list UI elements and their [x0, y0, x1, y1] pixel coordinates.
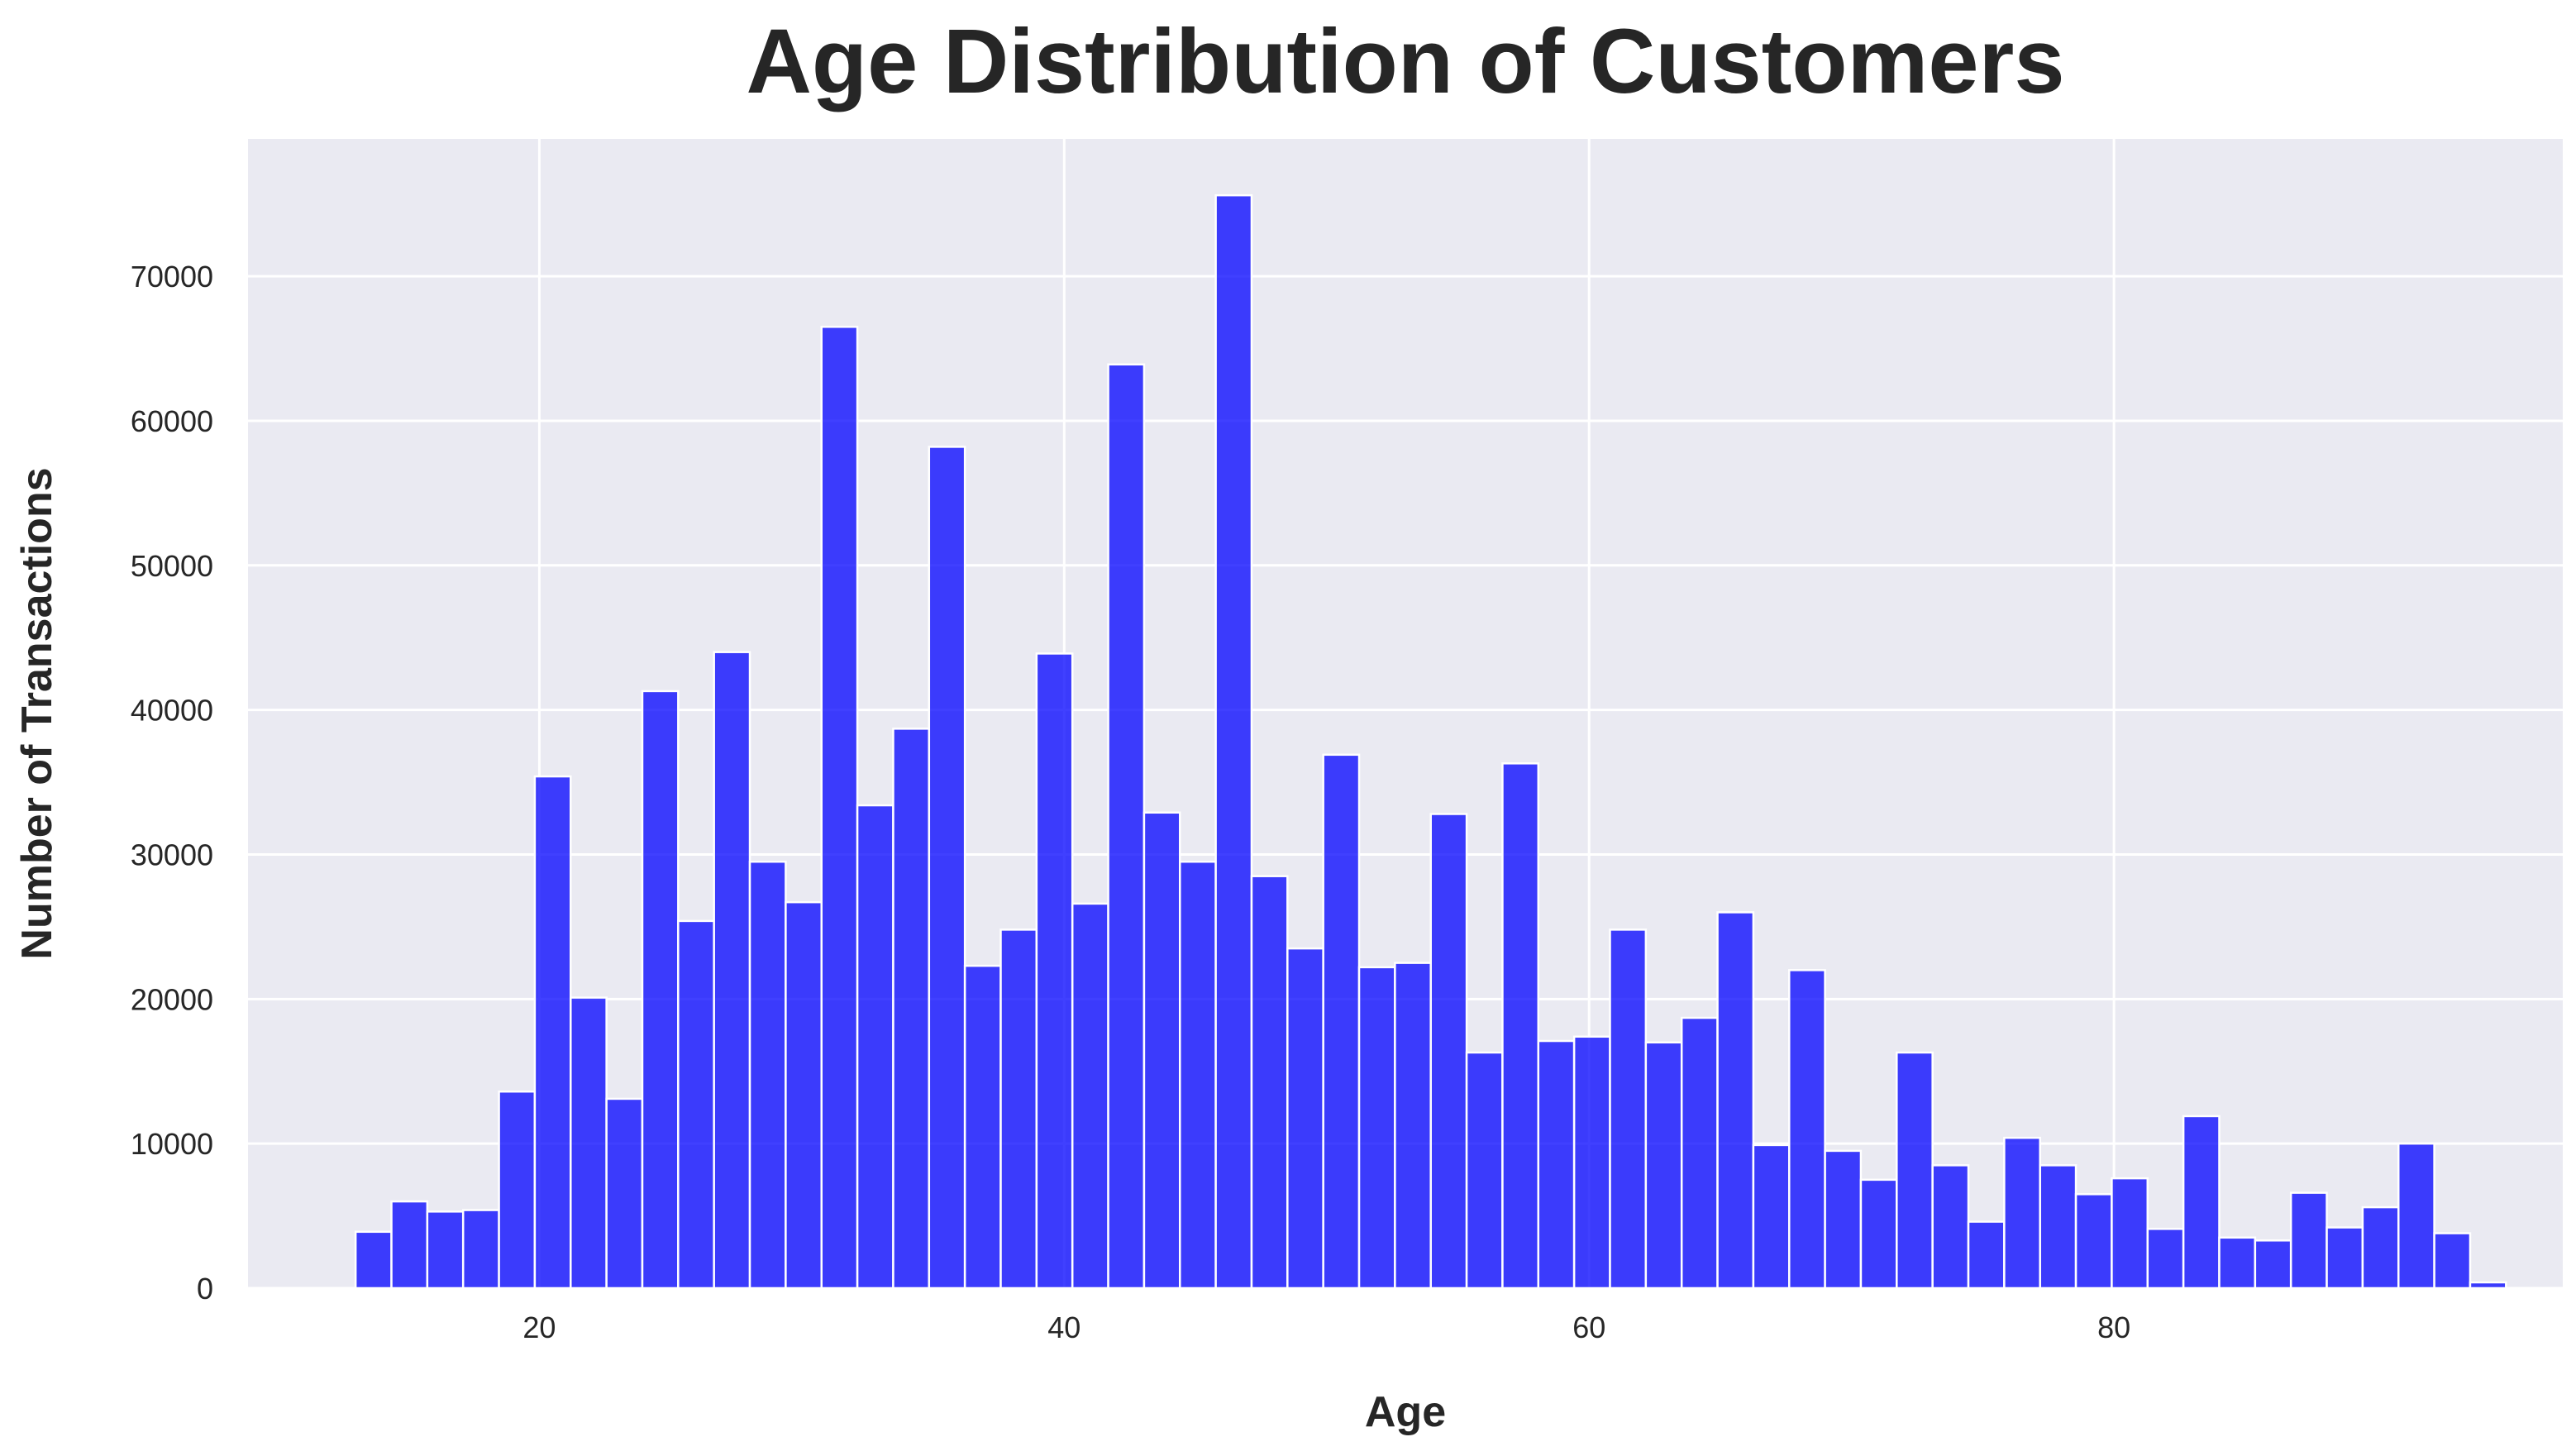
- histogram-bar: [2003, 1136, 2041, 1290]
- histogram-bar: [1286, 947, 1324, 1290]
- y-tick-label: 60000: [131, 404, 213, 438]
- histogram-bar: [963, 964, 1002, 1290]
- x-tick-label: 40: [1047, 1310, 1080, 1344]
- histogram-bar: [461, 1209, 500, 1290]
- y-tick-label: 70000: [131, 260, 213, 294]
- histogram-bar: [1465, 1051, 1504, 1290]
- histogram-bar: [2182, 1115, 2221, 1290]
- histogram-bar: [785, 900, 823, 1290]
- histogram-bar: [2074, 1193, 2113, 1290]
- histogram-bar: [2146, 1228, 2185, 1290]
- x-tick-label: 20: [522, 1310, 556, 1344]
- histogram-bar: [2326, 1226, 2364, 1290]
- x-tick-label: 60: [1572, 1310, 1605, 1344]
- histogram-bar: [2218, 1236, 2257, 1290]
- histogram-bars: [354, 193, 2507, 1290]
- histogram-bar: [2469, 1281, 2507, 1290]
- histogram-bar: [999, 928, 1038, 1290]
- histogram-bar: [1859, 1178, 1898, 1290]
- histogram-bar: [1357, 966, 1396, 1290]
- chart-title: Age Distribution of Customers: [746, 11, 2064, 112]
- histogram-bar: [1214, 193, 1253, 1290]
- histogram-bar: [1322, 753, 1361, 1290]
- y-axis-label: Number of Transactions: [13, 467, 61, 959]
- histogram-bar: [1752, 1143, 1791, 1290]
- histogram-bar: [2111, 1177, 2149, 1290]
- histogram-bar: [354, 1230, 393, 1290]
- histogram-bar: [928, 446, 966, 1290]
- histogram-bar: [2039, 1164, 2077, 1290]
- y-tick-label: 40000: [131, 694, 213, 728]
- x-axis-label: Age: [1365, 1388, 1446, 1436]
- histogram-bar: [390, 1200, 429, 1290]
- y-tick-label: 50000: [131, 549, 213, 583]
- histogram-bar: [1788, 969, 1826, 1290]
- histogram-bar: [1572, 1035, 1611, 1290]
- histogram-bar: [1644, 1041, 1683, 1290]
- histogram-bar: [2289, 1191, 2328, 1290]
- histogram-bar: [748, 860, 787, 1290]
- histogram-bar: [1143, 811, 1181, 1290]
- y-tick-label: 0: [197, 1272, 213, 1306]
- histogram-bar: [2254, 1239, 2292, 1290]
- histogram-bar: [1537, 1039, 1576, 1290]
- histogram-bar: [605, 1097, 644, 1290]
- histogram-bar: [1429, 813, 1468, 1290]
- histogram-bar: [1680, 1016, 1719, 1290]
- histogram-bar: [2433, 1232, 2472, 1290]
- histogram-bar: [570, 996, 608, 1290]
- histogram-bar: [1896, 1051, 1934, 1290]
- histogram-bar: [892, 728, 931, 1290]
- histogram-bar: [1609, 928, 1648, 1290]
- histogram-bar: [533, 775, 572, 1290]
- histogram-bar: [1394, 962, 1432, 1290]
- x-tick-labels: 20 40 60 80: [522, 1310, 2130, 1344]
- histogram-bar: [856, 804, 894, 1290]
- histogram-bar: [677, 919, 715, 1290]
- histogram-bar: [1931, 1164, 1970, 1290]
- histogram-bar: [498, 1090, 537, 1290]
- histogram-bar: [641, 690, 680, 1290]
- histogram-bar: [1967, 1220, 2006, 1290]
- histogram-bar: [2361, 1205, 2400, 1290]
- histogram-bar: [1501, 762, 1540, 1290]
- y-tick-label: 20000: [131, 982, 213, 1016]
- histogram-bar: [426, 1210, 465, 1290]
- y-tick-label: 30000: [131, 838, 213, 871]
- histogram-bar: [1824, 1149, 1863, 1290]
- histogram-bar: [1107, 363, 1146, 1290]
- histogram-bar: [2397, 1142, 2435, 1290]
- histogram-bar: [713, 651, 751, 1290]
- histogram-bar: [1716, 911, 1755, 1290]
- histogram-bar: [1179, 860, 1217, 1290]
- histogram-bar: [1071, 902, 1109, 1290]
- y-tick-labels: 0 10000 20000 30000 40000 50000 60000 70000: [131, 260, 213, 1306]
- histogram-bar: [1035, 652, 1074, 1290]
- y-tick-label: 10000: [131, 1127, 213, 1161]
- histogram-bar: [1250, 875, 1289, 1290]
- x-tick-label: 80: [2097, 1310, 2130, 1344]
- histogram-bar: [820, 326, 859, 1290]
